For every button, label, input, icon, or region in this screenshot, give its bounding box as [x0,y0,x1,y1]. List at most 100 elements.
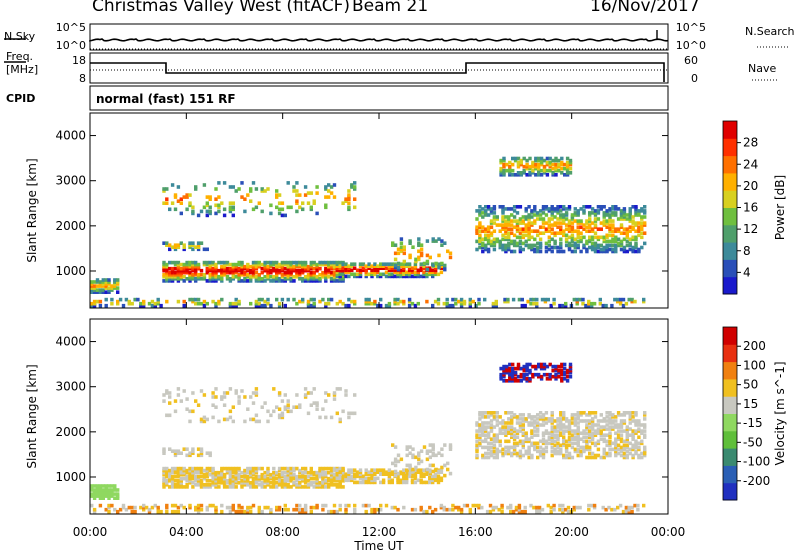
heatmap-cell [517,509,522,514]
heatmap-cell [312,470,316,475]
heatmap-cell [309,470,313,475]
heatmap-cell [631,429,635,433]
heatmap-cell [554,374,558,379]
heatmap-cell [289,268,293,273]
heatmap-cell [616,237,621,242]
heatmap-cell [527,227,531,231]
heatmap-cell [220,472,224,477]
heatmap-cell [289,262,293,267]
heatmap-cell [521,453,525,458]
heatmap-cell [484,429,488,433]
heatmap-cell [547,239,551,244]
heatmap-cell [554,377,558,381]
heatmap-cell [616,229,621,233]
heatmap-cell [564,237,569,242]
heatmap-cell [110,490,114,494]
heatmap-cell [495,215,499,219]
heatmap-cell [422,509,426,514]
heatmap-cell [225,262,230,267]
heatmap-cell [275,264,279,269]
heatmap-cell [165,264,169,269]
heatmap-cell [399,471,404,476]
heatmap-cell [257,479,261,483]
heatmap-cell [614,211,618,215]
heatmap-cell [522,374,526,379]
heatmap-cell [405,474,409,479]
heatmap-cell [557,158,561,163]
heatmap-cell [309,476,313,481]
heatmap-cell [373,299,377,304]
heatmap-cell [562,455,566,460]
heatmap-cell [475,229,479,233]
heatmap-cell [534,162,538,167]
heatmap-cell [425,469,430,474]
heatmap-cell [266,468,270,473]
heatmap-cell [539,364,544,369]
heatmap-cell [402,474,406,479]
heatmap-cell [610,303,614,308]
heatmap-cell [618,297,623,302]
heatmap-cell [176,449,181,453]
heatmap-cell [498,431,502,435]
heatmap-cell [196,266,201,271]
heatmap-cell [364,503,368,508]
heatmap-cell [524,233,528,238]
heatmap-cell [191,299,195,304]
heatmap-cell [327,260,331,265]
heatmap-cell [410,507,415,512]
heatmap-cell [516,156,521,161]
heatmap-cell [475,217,479,221]
heatmap-cell [511,297,516,302]
colorbar-segment [723,207,737,226]
heatmap-cell [124,507,129,512]
heatmap-cell [405,469,409,474]
heatmap-cell [303,185,308,189]
heatmap-cell [275,485,279,489]
heatmap-cell [280,466,285,471]
heatmap-cell [596,235,601,240]
heatmap-cell [211,474,215,479]
heatmap-cell [500,509,504,514]
heatmap-cell [539,162,544,167]
heatmap-cell [220,509,224,514]
heatmap-cell [550,431,554,435]
heatmap-cell [332,393,337,397]
heatmap-cell [588,213,592,217]
heatmap-cell [182,299,186,304]
heatmap-cell [301,476,305,481]
heatmap-cell [90,290,94,294]
heatmap-cell [478,245,482,250]
heatmap-cell [625,453,629,458]
heatmap-cell [551,162,555,167]
heatmap-cell [547,209,551,213]
heatmap-cell [410,268,415,273]
heatmap-cell [439,470,444,474]
heatmap-cell [512,233,517,238]
heatmap-cell [501,223,505,227]
heatmap-cell [283,503,287,508]
heatmap-cell [515,227,520,231]
heatmap-cell [640,439,644,444]
heatmap-cell [567,419,572,423]
heatmap-cell [531,168,535,173]
heatmap-cell [277,468,282,473]
heatmap-cell [211,468,215,473]
heatmap-cell [436,478,441,483]
heatmap-cell [481,243,485,248]
heatmap-cell [222,395,227,399]
heatmap-cell [619,423,624,427]
heatmap-cell [507,223,511,227]
heatmap-cell [590,431,595,435]
heatmap-cell [576,243,580,248]
heatmap-cell [286,262,290,267]
heatmap-cell [318,262,322,267]
heatmap-cell [208,466,212,471]
heatmap-cell [188,279,192,283]
heatmap-cell [399,237,404,241]
heatmap-cell [486,241,491,246]
heatmap-cell [391,241,395,245]
heatmap-cell [619,209,624,213]
heatmap-cell [176,270,181,275]
heatmap-cell [454,301,458,306]
heatmap-cell [489,241,494,246]
